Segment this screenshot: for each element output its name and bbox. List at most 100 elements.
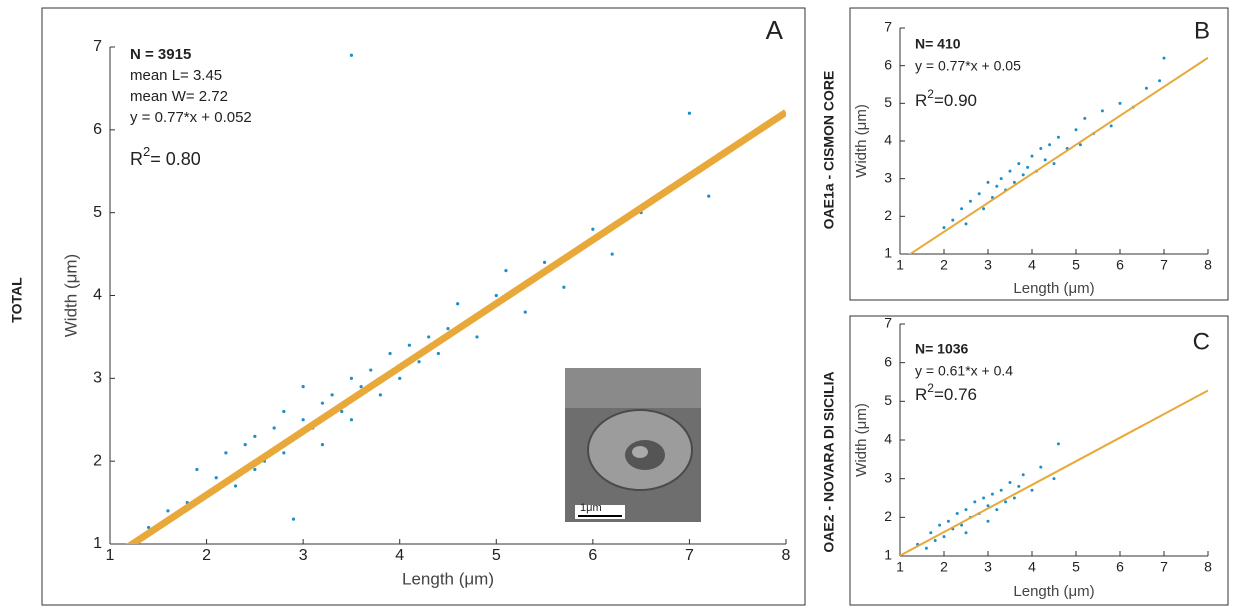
r-squared: R2=0.90	[915, 87, 977, 110]
data-point	[986, 519, 990, 523]
data-point	[1008, 481, 1012, 485]
data-point	[982, 207, 986, 211]
x-tick-label: 1	[896, 257, 904, 273]
data-point	[523, 310, 527, 314]
data-point	[272, 426, 276, 430]
data-point	[147, 525, 151, 530]
data-point	[960, 523, 964, 527]
r-squared-sup: 2	[927, 87, 934, 101]
r-squared-value: =0.76	[934, 385, 977, 404]
data-point	[942, 535, 946, 539]
data-point	[1109, 124, 1113, 128]
r-squared-base: R	[130, 149, 143, 169]
data-point	[946, 519, 950, 523]
x-tick-label: 2	[940, 257, 948, 273]
x-tick-label: 5	[1072, 257, 1080, 273]
x-axis-label: Length (μm)	[402, 569, 494, 588]
data-point	[995, 184, 999, 188]
x-tick-label: 4	[1028, 559, 1036, 575]
data-point	[1056, 442, 1060, 446]
annotation: mean W= 2.72	[130, 88, 228, 105]
data-point	[707, 194, 711, 198]
data-point	[1074, 128, 1078, 132]
data-point	[1012, 180, 1016, 184]
data-point	[986, 504, 990, 508]
fit-line	[908, 56, 1208, 254]
data-point	[687, 111, 692, 115]
x-tick-label: 8	[1204, 559, 1212, 575]
fit-line	[125, 109, 786, 544]
data-point	[166, 509, 170, 513]
data-point	[369, 368, 373, 372]
r-squared-value: = 0.80	[150, 149, 201, 169]
y-tick-label: 3	[884, 169, 892, 185]
x-tick-label: 2	[202, 547, 211, 564]
y-tick-label: 1	[93, 535, 102, 552]
x-tick-label: 5	[1072, 559, 1080, 575]
data-point	[938, 523, 942, 527]
data-point	[1017, 484, 1021, 488]
r-squared: R2=0.76	[915, 381, 977, 404]
data-point	[982, 496, 986, 500]
data-point	[968, 199, 972, 203]
data-point	[349, 53, 354, 57]
data-point	[1012, 496, 1016, 500]
y-tick-label: 2	[93, 452, 102, 469]
x-tick-label: 7	[1160, 257, 1168, 273]
data-point	[995, 508, 999, 512]
data-point	[1008, 169, 1012, 173]
x-tick-label: 6	[1116, 257, 1124, 273]
x-tick-label: 7	[1160, 559, 1168, 575]
panel-frame	[41, 7, 806, 606]
data-point	[1144, 86, 1148, 90]
data-point	[320, 443, 325, 447]
data-point	[340, 409, 344, 414]
x-axis-label: Length (μm)	[1013, 583, 1094, 600]
data-point	[224, 451, 228, 455]
side-label: OAE1a - CISMON CORE	[821, 71, 837, 230]
annotation: N= 410	[915, 36, 961, 52]
y-tick-label: 5	[93, 204, 102, 221]
y-tick-label: 6	[93, 121, 102, 138]
annotation: mean L= 3.45	[130, 67, 222, 84]
y-tick-label: 2	[884, 508, 892, 524]
x-tick-label: 1	[896, 559, 904, 575]
x-tick-label: 7	[685, 547, 694, 564]
data-point	[349, 418, 354, 422]
data-point	[446, 327, 450, 331]
x-tick-label: 6	[1116, 559, 1124, 575]
data-point	[233, 484, 238, 488]
y-axis-label: Width (μm)	[853, 403, 870, 477]
data-point	[504, 269, 508, 273]
y-tick-label: 5	[884, 94, 892, 110]
data-point	[330, 393, 334, 397]
data-point	[243, 443, 247, 447]
data-point	[301, 418, 305, 422]
y-tick-label: 2	[884, 207, 892, 223]
y-axis-label: Width (μm)	[853, 104, 870, 178]
y-tick-label: 3	[93, 370, 102, 387]
data-point	[929, 531, 933, 535]
y-tick-label: 3	[884, 469, 892, 485]
data-point	[964, 508, 968, 512]
data-point	[1078, 143, 1082, 147]
data-point	[960, 207, 964, 211]
data-point	[320, 401, 325, 405]
panel-letter: B	[1194, 17, 1210, 44]
annotation: y = 0.61*x + 0.4	[915, 363, 1013, 379]
x-tick-label: 8	[1204, 257, 1212, 273]
data-point	[933, 539, 937, 543]
panel-letter: C	[1193, 328, 1210, 355]
data-point	[1052, 162, 1056, 166]
y-tick-label: 4	[884, 132, 892, 148]
data-point	[195, 467, 199, 472]
data-point	[378, 393, 382, 397]
y-tick-label: 1	[884, 547, 892, 563]
data-point	[1021, 173, 1025, 177]
data-point	[977, 192, 981, 196]
data-point	[1030, 488, 1034, 492]
annotation: y = 0.77*x + 0.05	[915, 58, 1021, 74]
data-point	[999, 488, 1003, 492]
r-squared-value: =0.90	[934, 91, 977, 110]
data-point	[282, 409, 286, 414]
